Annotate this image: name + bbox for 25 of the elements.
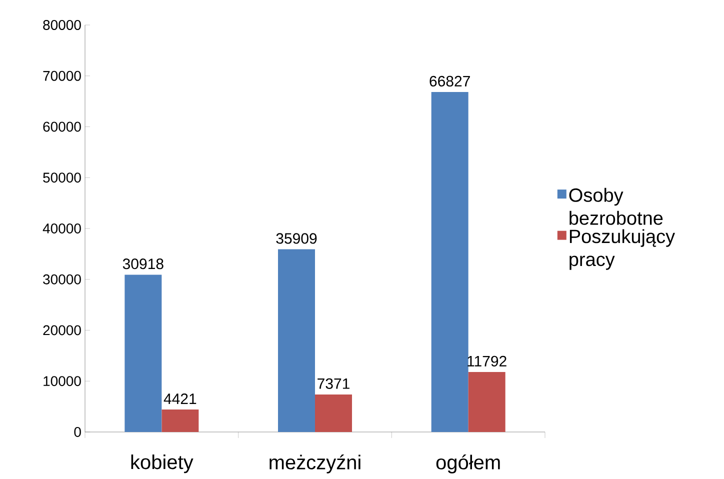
bar	[431, 92, 468, 432]
y-tick-label: 50000	[43, 172, 81, 183]
bar	[315, 394, 352, 432]
y-tick-label: 0	[74, 427, 81, 437]
legend-label: Osoby bezrobotne	[569, 188, 663, 225]
y-tick-label: 20000	[43, 325, 81, 336]
y-tick-label: 10000	[44, 376, 81, 386]
data-label: 4421	[164, 393, 196, 404]
y-tick-label: 70000	[43, 70, 81, 81]
bar	[468, 372, 506, 432]
y-tick-label: 80000	[43, 20, 81, 30]
data-label: 7371	[318, 378, 350, 389]
data-label: 66827	[430, 76, 470, 86]
bar	[278, 249, 315, 432]
x-tick-label: kobiety	[131, 454, 194, 474]
data-label: 30918	[122, 258, 164, 270]
y-tick-label: 60000	[43, 122, 81, 132]
data-label: 35909	[276, 233, 317, 244]
y-tick-label: 40000	[42, 224, 81, 234]
legend-label: Poszukujący pracy	[570, 229, 675, 270]
bar	[124, 274, 162, 432]
bar	[162, 409, 199, 432]
x-tick-label: meżczyźni	[270, 454, 360, 474]
x-tick-label: ogółem	[436, 454, 500, 474]
y-tick-label: 30000	[43, 274, 81, 284]
